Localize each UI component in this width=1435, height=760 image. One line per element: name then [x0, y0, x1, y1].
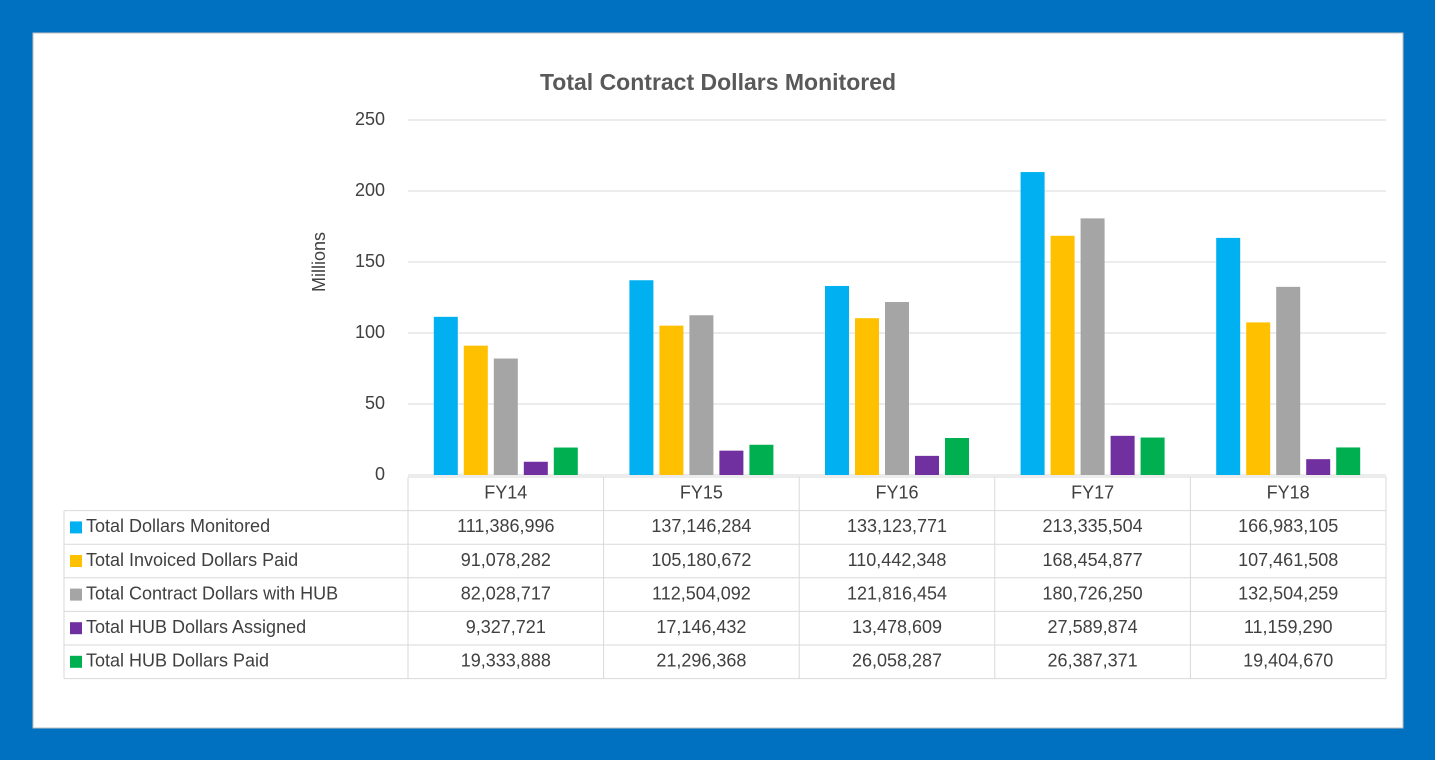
bar [1246, 322, 1271, 475]
bar [433, 316, 458, 475]
bar [1140, 437, 1165, 475]
data-label: 105,180,672 [651, 550, 751, 570]
x-tick-label: FY16 [875, 483, 918, 503]
bar [493, 358, 518, 475]
data-label: 132,504,259 [1238, 583, 1338, 603]
data-label: 112,504,092 [652, 583, 751, 603]
bar [1306, 459, 1331, 475]
bar [523, 461, 548, 475]
legend-label: Total Contract Dollars with HUB [86, 583, 338, 603]
data-label: 19,404,670 [1243, 651, 1333, 671]
bar [825, 285, 849, 475]
data-label: 19,333,888 [461, 651, 551, 671]
data-label: 91,078,282 [461, 550, 551, 570]
bar [1050, 235, 1075, 475]
legend-label: Total HUB Dollars Paid [86, 651, 269, 671]
bar [915, 455, 939, 475]
bar [945, 437, 969, 475]
chart-title: Total Contract Dollars Monitored [540, 69, 896, 95]
data-label: 26,387,371 [1048, 651, 1138, 671]
y-tick-label: 50 [365, 393, 385, 413]
data-label: 166,983,105 [1238, 516, 1338, 536]
data-label: 27,589,874 [1048, 617, 1138, 637]
x-tick-label: FY17 [1071, 483, 1114, 503]
data-label: 107,461,508 [1238, 550, 1338, 570]
bar [629, 280, 654, 475]
data-label: 110,442,348 [848, 550, 947, 570]
bar [1110, 435, 1135, 475]
bar [855, 318, 879, 475]
bar [689, 315, 714, 475]
x-tick-label: FY14 [484, 483, 527, 503]
data-label: 137,146,284 [651, 516, 751, 536]
legend-key [70, 555, 82, 567]
bar [659, 325, 684, 475]
data-label: 13,478,609 [852, 617, 942, 637]
data-label: 111,386,996 [457, 516, 554, 536]
bar [553, 447, 578, 475]
legend-key [70, 622, 82, 635]
data-label: 168,454,877 [1043, 550, 1143, 570]
legend-label: Total Dollars Monitored [86, 516, 270, 536]
data-label: 11,159,290 [1244, 617, 1333, 637]
bar [1216, 237, 1241, 475]
bar [1276, 286, 1301, 475]
legend-key [70, 588, 82, 601]
legend-key [70, 521, 82, 534]
y-tick-label: 150 [355, 251, 385, 271]
legend-label: Total Invoiced Dollars Paid [86, 550, 298, 570]
legend-label: Total HUB Dollars Assigned [86, 617, 306, 637]
y-tick-label: 250 [355, 109, 385, 129]
bar [885, 302, 909, 475]
y-tick-label: 200 [355, 180, 385, 200]
chart-area [32, 32, 1404, 729]
data-label: 82,028,717 [461, 583, 551, 603]
data-label: 133,123,771 [847, 516, 947, 536]
bar [463, 345, 488, 475]
data-label: 213,335,504 [1043, 516, 1143, 536]
bar [749, 444, 774, 475]
bar [1020, 172, 1045, 475]
y-tick-label: 0 [375, 464, 385, 484]
x-tick-label: FY18 [1267, 483, 1310, 503]
data-label: 121,816,454 [847, 583, 947, 603]
data-label: 17,146,432 [656, 617, 746, 637]
legend-key [70, 655, 82, 668]
x-tick-label: FY15 [680, 483, 723, 503]
data-label: 21,296,368 [656, 651, 746, 671]
data-label: 9,327,721 [466, 617, 546, 637]
y-tick-label: 100 [355, 322, 385, 342]
data-label: 26,058,287 [852, 651, 942, 671]
data-label: 180,726,250 [1043, 583, 1143, 603]
bar [719, 450, 744, 475]
y-axis-label: Millions [309, 232, 329, 292]
bar [1080, 218, 1105, 476]
bar [1336, 447, 1361, 475]
